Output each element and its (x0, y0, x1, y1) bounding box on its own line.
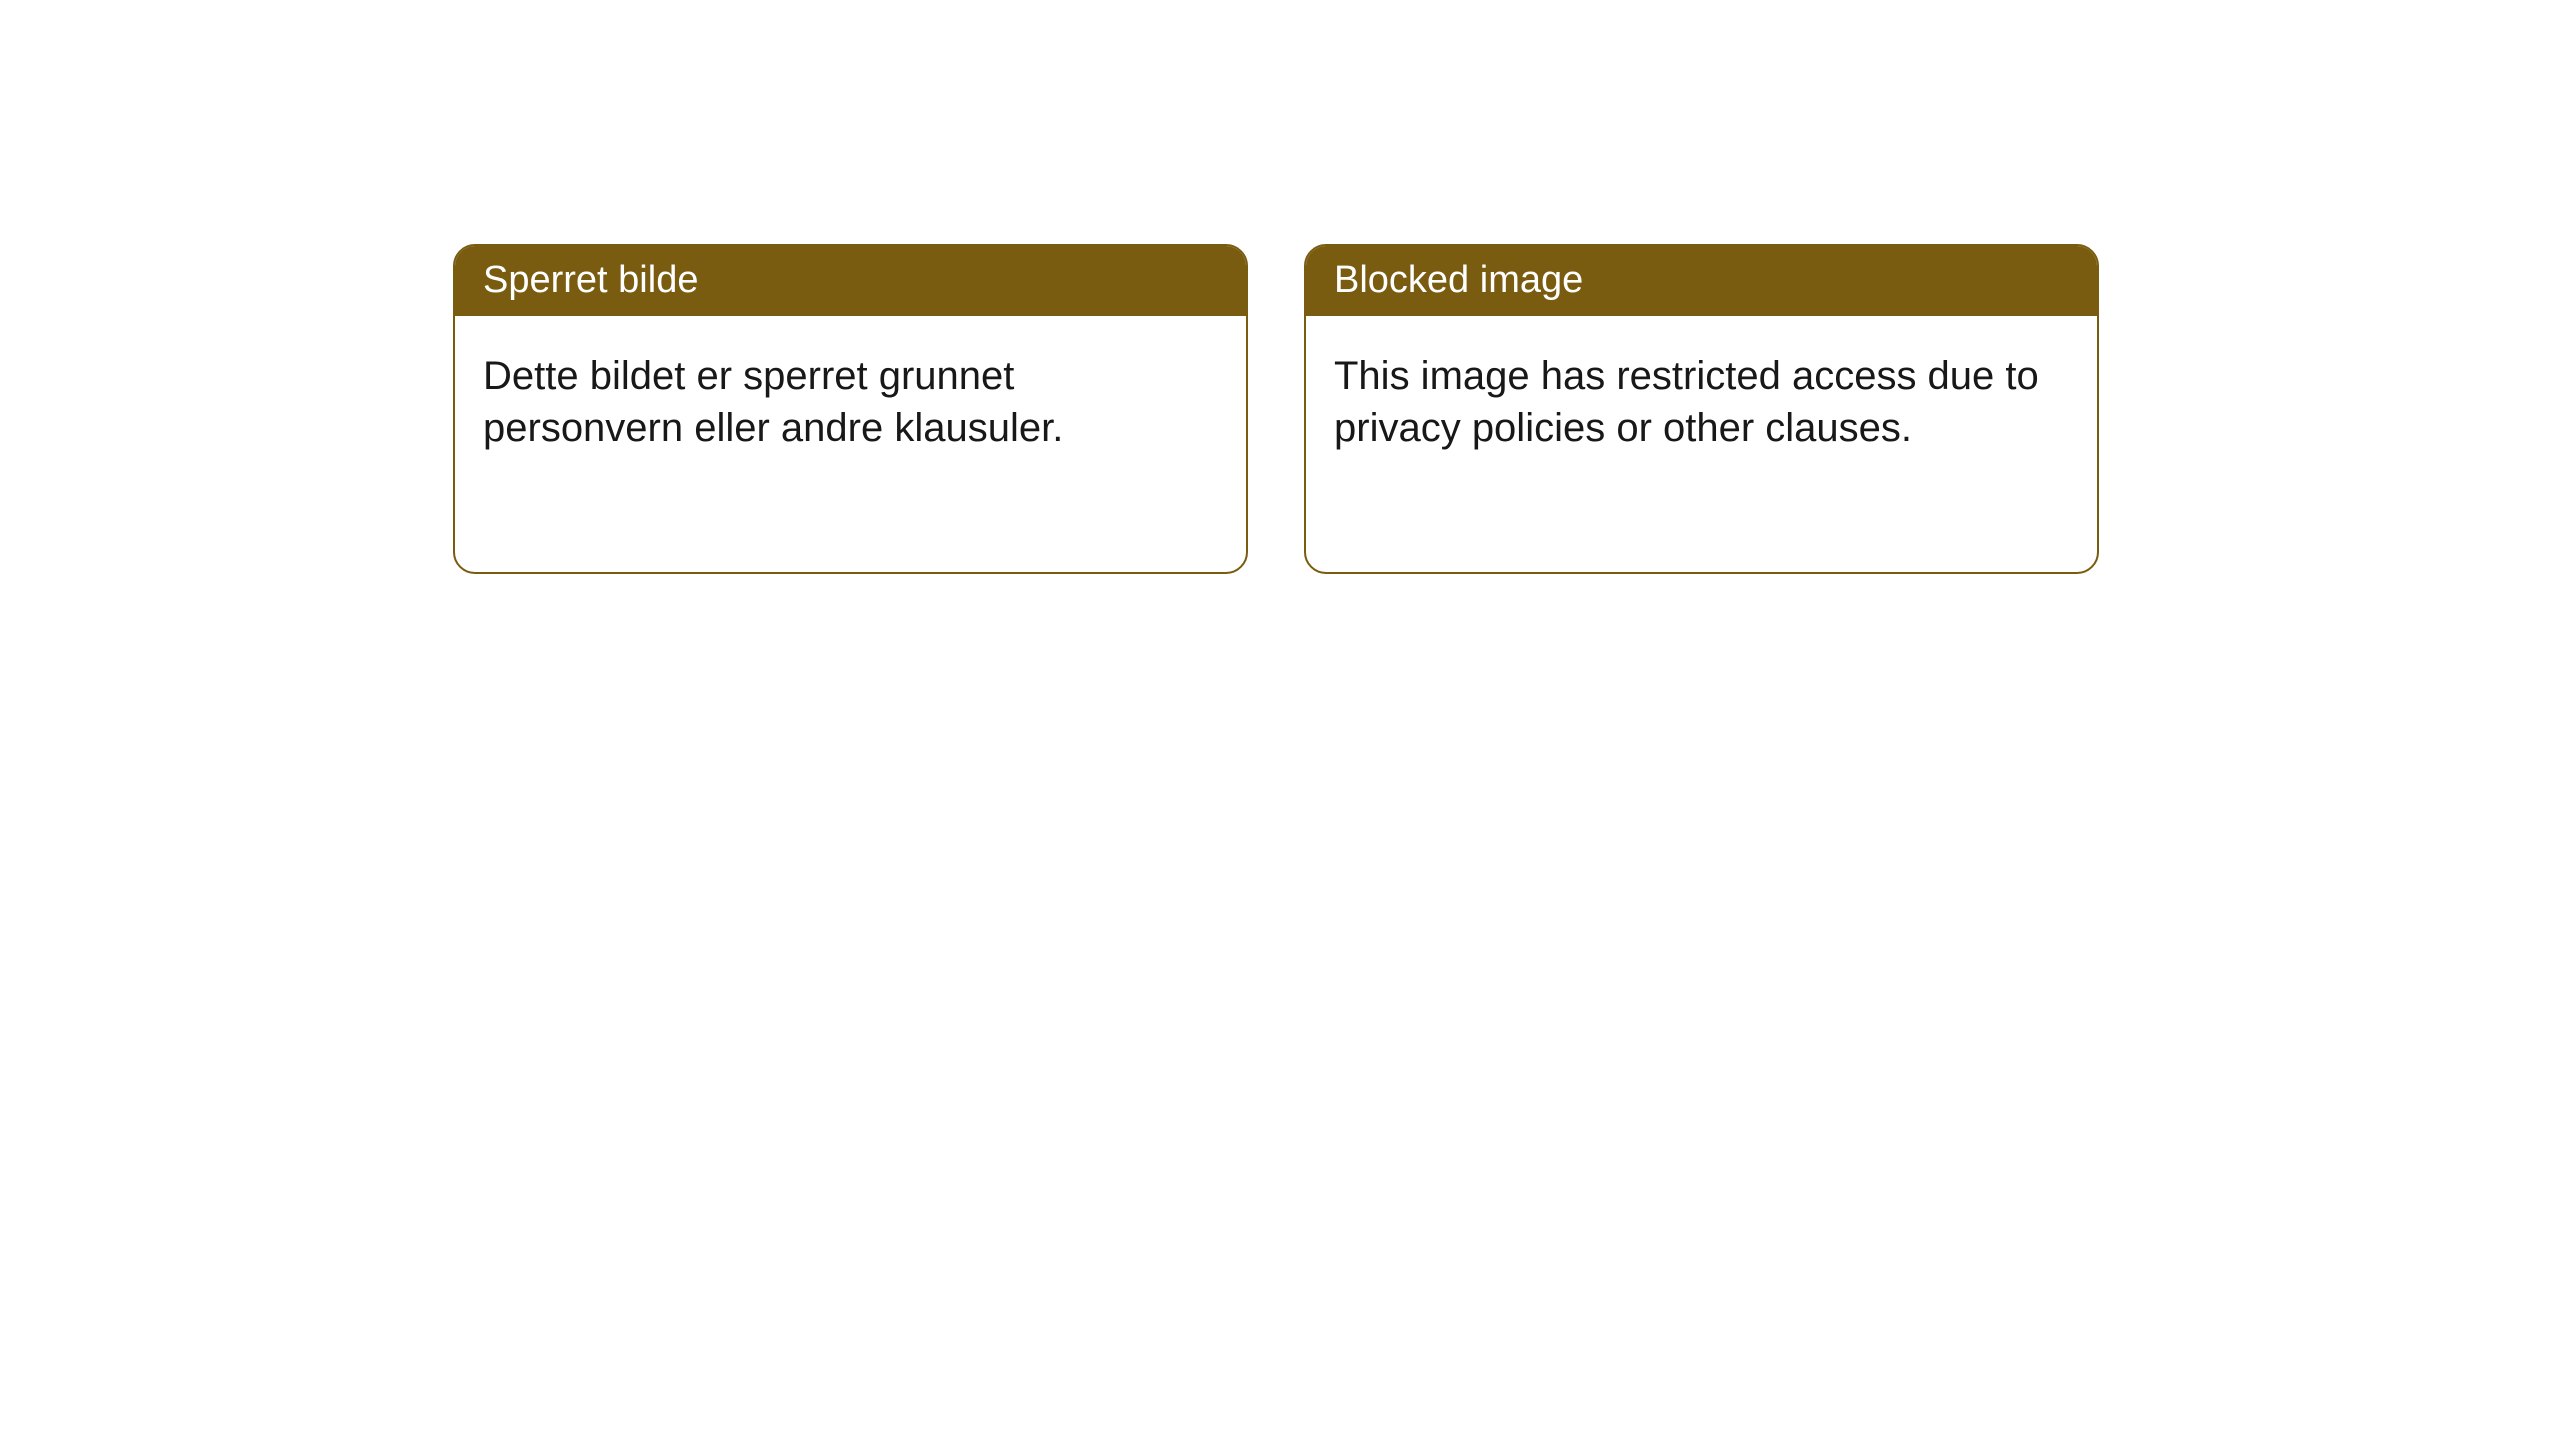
card-body-en: This image has restricted access due to … (1306, 316, 2097, 488)
card-header-en: Blocked image (1306, 246, 2097, 316)
blocked-image-card-en: Blocked image This image has restricted … (1304, 244, 2099, 574)
blocked-image-card-no: Sperret bilde Dette bildet er sperret gr… (453, 244, 1248, 574)
card-body-no: Dette bildet er sperret grunnet personve… (455, 316, 1246, 488)
notice-container: Sperret bilde Dette bildet er sperret gr… (453, 244, 2099, 574)
card-header-no: Sperret bilde (455, 246, 1246, 316)
